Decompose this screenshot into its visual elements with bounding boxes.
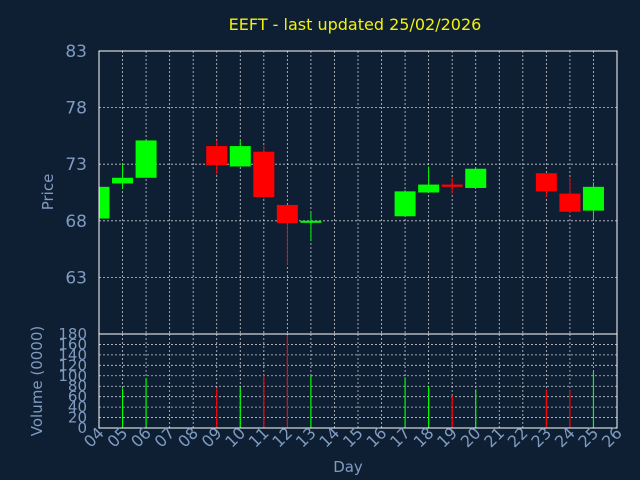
price-tick-label: 78	[65, 99, 87, 119]
volume-tick-label: 20	[68, 409, 87, 427]
candle-body	[535, 173, 557, 192]
candle-body	[394, 191, 416, 217]
volume-tick-label: 160	[58, 335, 87, 353]
candle-body	[582, 186, 604, 211]
candle-body	[465, 168, 487, 188]
volume-tick-label: 0	[77, 419, 87, 437]
day-axis-label: Day	[333, 458, 363, 476]
volume-tick-label: 60	[68, 388, 87, 406]
volume-plot-frame	[98, 333, 618, 429]
volume-axis-label: Volume (0000)	[28, 326, 46, 436]
volume-tick-label: 80	[68, 377, 87, 395]
candle-body	[300, 220, 322, 223]
candle-body	[276, 204, 298, 224]
candle-body	[253, 151, 275, 198]
price-axis-label: Price	[39, 174, 57, 211]
candles	[99, 140, 604, 265]
candle-body	[99, 186, 110, 219]
volume-tick-label: 120	[58, 356, 87, 374]
volume-tick-label: 100	[58, 367, 87, 385]
volume-tick-label: 140	[58, 346, 87, 364]
candle-body	[206, 146, 228, 166]
candle-body	[112, 177, 134, 184]
x-axis: 0405060708091011121314151617181920212223…	[80, 423, 626, 451]
chart-title: EEFT - last updated 25/02/2026	[229, 15, 482, 34]
candle-body	[135, 140, 157, 178]
candle-body	[441, 184, 463, 187]
candle-body	[559, 193, 581, 212]
candle-body	[418, 184, 440, 193]
volume-tick-label: 180	[58, 325, 87, 343]
price-panel: 63 68 73 78 83	[65, 42, 618, 335]
price-tick-label: 73	[65, 155, 87, 175]
price-tick-label: 68	[65, 212, 87, 232]
candle-body	[229, 146, 251, 167]
price-tick-label: 83	[65, 42, 87, 62]
price-tick-label: 63	[65, 268, 87, 288]
volume-tick-label: 40	[68, 398, 87, 416]
